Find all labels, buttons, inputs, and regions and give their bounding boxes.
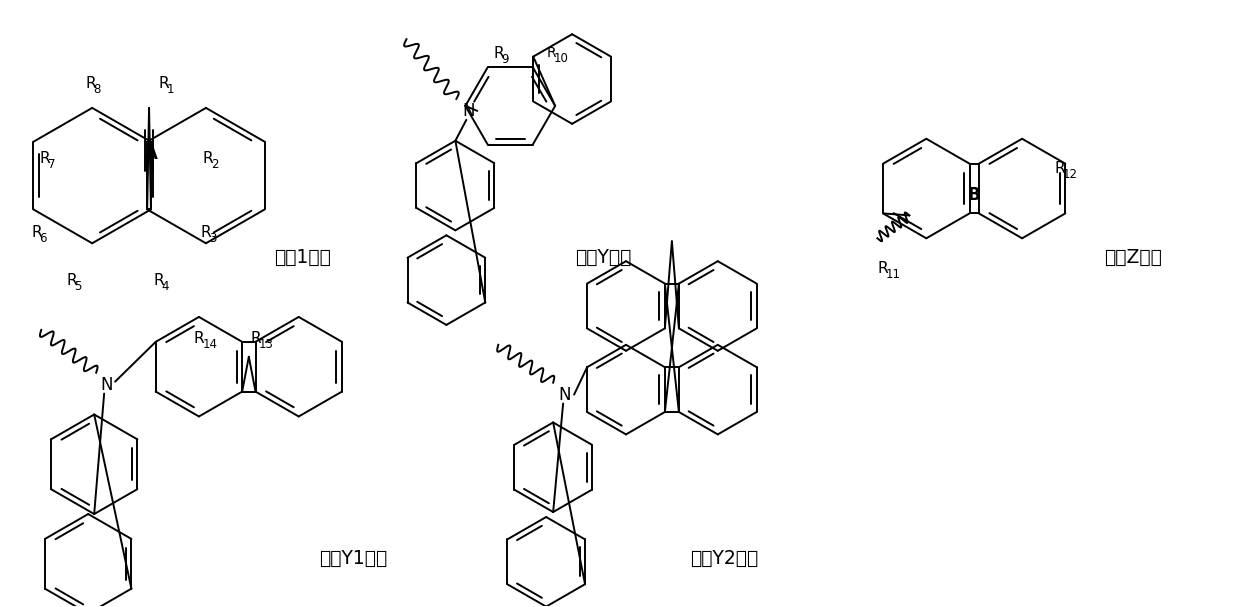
Text: N: N	[100, 376, 113, 393]
Text: R: R	[494, 46, 503, 61]
Text: R: R	[193, 331, 205, 347]
Text: R: R	[201, 225, 212, 240]
Text: 3: 3	[210, 232, 217, 245]
Text: 式（Y1），: 式（Y1），	[319, 549, 387, 568]
Text: B: B	[968, 186, 981, 205]
Text: R: R	[86, 75, 95, 90]
Text: A: A	[145, 145, 157, 163]
Text: R: R	[153, 273, 164, 288]
Text: R: R	[66, 273, 77, 288]
Text: N: N	[463, 102, 475, 120]
Text: 式（Z），: 式（Z），	[1104, 248, 1162, 266]
Text: 12: 12	[1063, 168, 1078, 181]
Text: 1: 1	[166, 83, 174, 95]
Text: R: R	[157, 75, 169, 90]
Text: 式（1），: 式（1），	[274, 248, 331, 266]
Text: R: R	[878, 260, 888, 276]
Text: R: R	[250, 331, 262, 347]
Text: 式（Y），: 式（Y），	[575, 248, 631, 266]
Text: 9: 9	[501, 53, 508, 66]
Text: 13: 13	[259, 338, 274, 351]
Text: R: R	[546, 46, 556, 60]
Text: 10: 10	[553, 52, 568, 65]
Text: 8: 8	[93, 83, 100, 95]
Text: N: N	[559, 385, 572, 404]
Text: 7: 7	[47, 158, 55, 171]
Text: 式（Y2），: 式（Y2），	[689, 549, 758, 568]
Text: 6: 6	[40, 232, 47, 245]
Text: R: R	[1054, 161, 1065, 176]
Text: 5: 5	[74, 280, 82, 293]
Text: 14: 14	[202, 338, 217, 351]
Text: 2: 2	[211, 158, 218, 171]
Text: 11: 11	[885, 268, 900, 280]
Text: R: R	[31, 225, 42, 240]
Text: R: R	[203, 151, 213, 166]
Text: R: R	[40, 151, 50, 166]
Text: 4: 4	[161, 280, 169, 293]
